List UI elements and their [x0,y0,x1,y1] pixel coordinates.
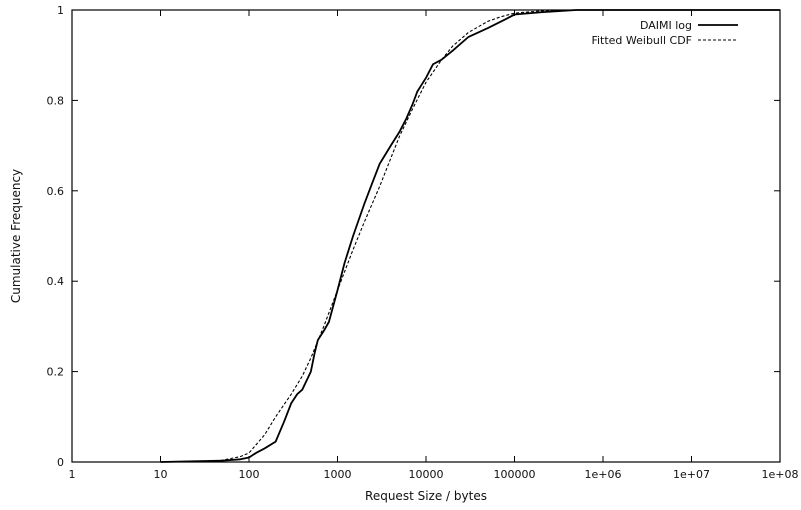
x-tick-label: 10 [154,468,168,481]
x-tick-label: 100000 [494,468,536,481]
x-tick-label: 1 [69,468,76,481]
legend-label-daimi-log: DAIMI log [640,19,692,32]
y-tick-label: 0 [57,456,64,469]
series-line-daimi-log [160,9,780,463]
y-axis-label: Cumulative Frequency [9,169,23,303]
x-tick-label: 1e+08 [762,468,799,481]
legend: DAIMI log Fitted Weibull CDF [591,19,738,47]
x-tick-label: 100 [239,468,260,481]
x-tick-label: 1e+06 [585,468,622,481]
y-axis: 0 0.2 0.4 0.6 0.8 1 [47,4,780,469]
x-tick-label: 10000 [409,468,444,481]
legend-label-fitted-weibull: Fitted Weibull CDF [591,34,692,47]
x-tick-label: 1000 [324,468,352,481]
x-axis: 1 10 100 1000 10000 100000 1e+06 1e+07 1e+08 [69,10,799,481]
y-tick-label: 1 [57,4,64,17]
series-layer [160,9,780,463]
x-axis-label: Request Size / bytes [365,489,487,503]
series-line-fitted-weibull [160,9,780,463]
y-tick-label: 0.2 [47,366,65,379]
x-tick-label: 1e+07 [673,468,710,481]
y-tick-label: 0.6 [47,185,65,198]
y-tick-label: 0.8 [47,94,65,107]
y-tick-label: 0.4 [47,275,65,288]
